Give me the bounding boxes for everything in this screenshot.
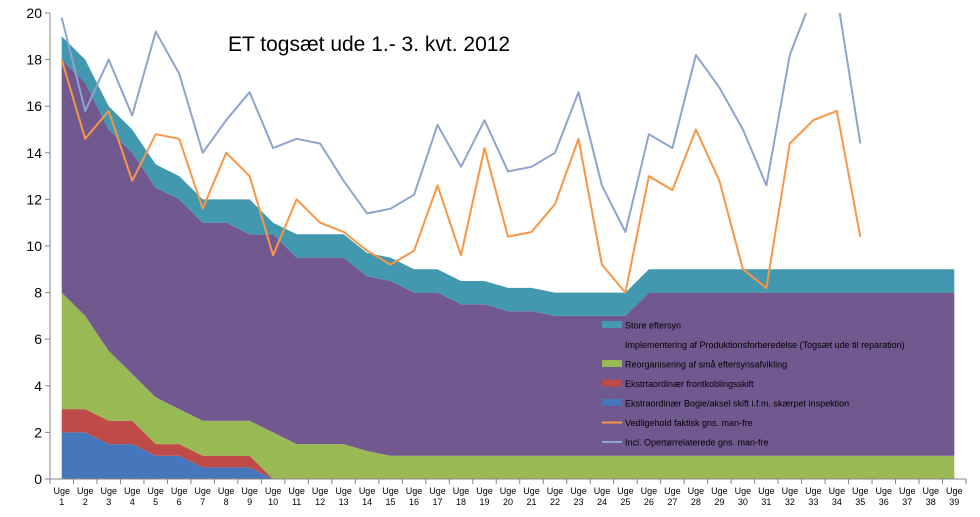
legend-label: Incl. Opertørrelaterede gns. man-fre bbox=[625, 438, 769, 448]
x-tick-label: Uge 31 bbox=[758, 486, 775, 507]
x-tick-label: Uge 9 bbox=[241, 486, 258, 507]
y-tick-label: 0 bbox=[34, 471, 42, 487]
x-tick-label: Uge 34 bbox=[829, 486, 846, 507]
x-tick-label: Uge 38 bbox=[923, 486, 940, 507]
y-tick-label: 14 bbox=[26, 145, 42, 161]
x-tick-label: Uge 39 bbox=[946, 486, 963, 507]
x-tick-label: Uge 18 bbox=[453, 486, 470, 507]
legend-label: Ekstraordinær Bogie/aksel skift i.f.m. s… bbox=[625, 399, 849, 409]
x-tick-label: Uge 14 bbox=[359, 486, 376, 507]
legend-label: Ekstrtaordinær frontkoblingsskift bbox=[625, 379, 754, 389]
y-tick-label: 12 bbox=[26, 191, 42, 207]
x-tick-label: Uge 23 bbox=[570, 486, 587, 507]
x-tick-label: Uge 8 bbox=[218, 486, 235, 507]
x-tick-label: Uge 4 bbox=[124, 486, 141, 507]
legend-label: Reorganisering af små eftersynsafvikling bbox=[625, 360, 787, 370]
legend-swatch bbox=[602, 321, 622, 328]
x-tick-label: Uge 30 bbox=[735, 486, 752, 507]
area-series-1 bbox=[61, 432, 955, 479]
area-series-5 bbox=[61, 36, 955, 316]
x-tick-label: Uge 35 bbox=[852, 486, 869, 507]
legend-label: Store eftersyn bbox=[625, 321, 681, 331]
x-tick-label: Uge 20 bbox=[500, 486, 517, 507]
x-tick-label: Uge 21 bbox=[523, 486, 540, 507]
x-tick-label: Uge 19 bbox=[476, 486, 493, 507]
y-tick-label: 2 bbox=[34, 424, 42, 440]
x-tick-label: Uge 7 bbox=[194, 486, 211, 507]
x-tick-label: Uge 28 bbox=[688, 486, 705, 507]
chart-title: ET togsæt ude 1.- 3. kvt. 2012 bbox=[228, 33, 510, 56]
x-tick-label: Uge 11 bbox=[288, 486, 305, 507]
x-tick-label: Uge 15 bbox=[382, 486, 399, 507]
x-tick-label: Uge 12 bbox=[312, 486, 329, 507]
y-tick-labels: 0 2 4 6 8 10 12 14 16 18 20 bbox=[26, 5, 42, 487]
x-tick-label: Uge 3 bbox=[100, 486, 117, 507]
legend-swatch bbox=[602, 360, 622, 367]
x-tick-label: Uge 6 bbox=[171, 486, 188, 507]
y-tick-label: 18 bbox=[26, 52, 42, 68]
x-tick-label: Uge 36 bbox=[876, 486, 893, 507]
x-tick-label: Uge 10 bbox=[265, 486, 282, 507]
y-tick-label: 6 bbox=[34, 331, 42, 347]
axes bbox=[45, 12, 967, 484]
y-tick-label: 20 bbox=[26, 5, 42, 21]
x-tick-label: Uge 16 bbox=[406, 486, 423, 507]
x-tick-label: Uge 27 bbox=[664, 486, 681, 507]
line-series-2 bbox=[60, 13, 862, 233]
x-tick-label: Uge 37 bbox=[899, 486, 916, 507]
x-tick-label: Uge 24 bbox=[594, 486, 611, 507]
x-tick-label: Uge 2 bbox=[77, 486, 94, 507]
legend-label: Vedligehold faktisk gns. man-fre bbox=[625, 418, 753, 428]
x-tick-label: Uge 1 bbox=[53, 486, 70, 507]
x-tick-label: Uge 26 bbox=[641, 486, 658, 507]
line-series bbox=[60, 13, 862, 294]
y-tick-label: 4 bbox=[34, 378, 42, 394]
x-tick-label: Uge 29 bbox=[711, 486, 728, 507]
x-tick-label: Uge 25 bbox=[617, 486, 634, 507]
line-series-1 bbox=[60, 59, 862, 294]
legend-label: Implementering af Produktionsforberedels… bbox=[625, 340, 905, 350]
y-tick-label: 16 bbox=[26, 98, 42, 114]
x-tick-label: Uge 22 bbox=[547, 486, 564, 507]
y-tick-label: 10 bbox=[26, 238, 42, 254]
x-tick-label: Uge 17 bbox=[429, 486, 446, 507]
legend: Store eftersyn Implementering af Produkti… bbox=[602, 321, 905, 448]
x-tick-labels: Uge 1 Uge 2 Uge 3 Uge 4 Uge 5 Uge 6 Uge 7 Uge 8 Uge 9 Uge 1… bbox=[53, 486, 962, 507]
legend-swatch bbox=[602, 379, 622, 387]
x-tick-label: Uge 13 bbox=[335, 486, 352, 507]
legend-swatch bbox=[602, 399, 622, 406]
x-tick-label: Uge 5 bbox=[147, 486, 164, 507]
stacked-areas bbox=[61, 36, 955, 479]
area-series-4 bbox=[61, 59, 955, 456]
x-tick-label: Uge 33 bbox=[805, 486, 822, 507]
area-series-3 bbox=[61, 292, 955, 479]
x-tick-label: Uge 32 bbox=[782, 486, 799, 507]
y-tick-label: 8 bbox=[34, 285, 42, 301]
